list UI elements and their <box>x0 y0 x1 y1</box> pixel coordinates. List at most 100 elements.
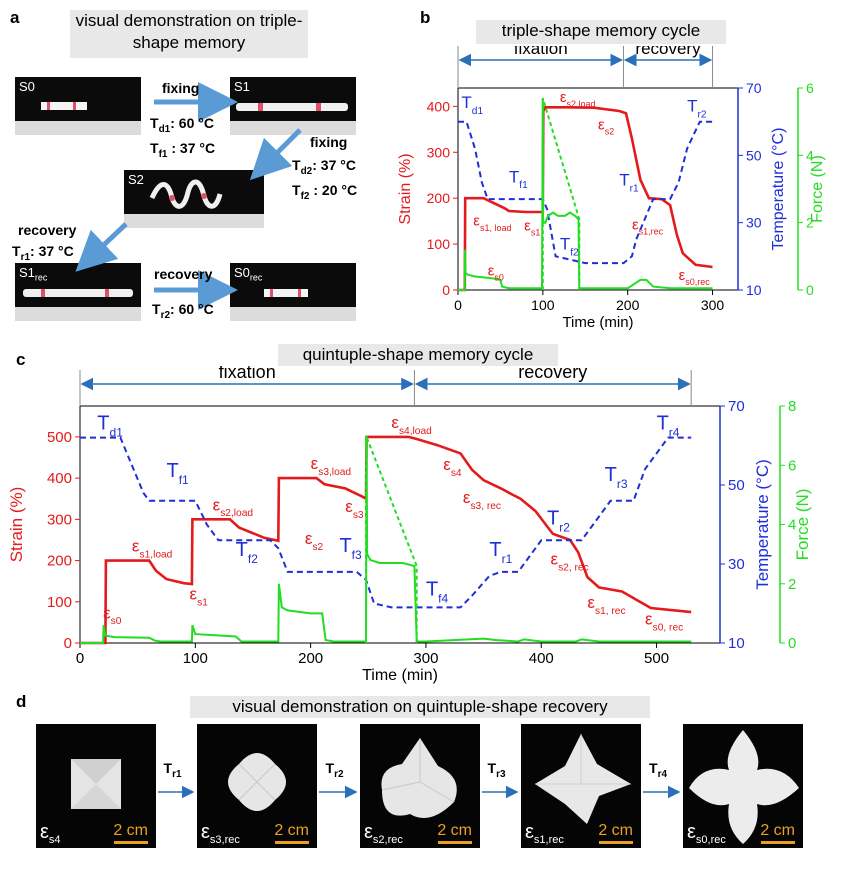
label-es4load: εs4,load <box>391 413 432 437</box>
strain-state-label: εs0,rec <box>687 821 726 846</box>
label-tf2: Tf2 <box>236 539 259 566</box>
panel-d-title: visual demonstration on quintuple-shape … <box>190 696 650 718</box>
label-es1rec: εs1, rec <box>587 593 625 617</box>
force-tick-label: 6 <box>788 457 796 474</box>
recovery-step-arrow <box>482 785 519 799</box>
photo-s0rec: S0rec <box>230 263 356 321</box>
y-axis-label-temperature: Temperature (°C) <box>753 459 772 590</box>
x-tick-label: 0 <box>76 650 84 667</box>
step-recovery1: recovery <box>18 222 77 238</box>
recovery-photo: εs0,rec 2 cm <box>683 724 803 848</box>
strain-state-label: εs3,rec <box>201 821 240 846</box>
y-tick-label: 300 <box>427 144 451 160</box>
series-temperature <box>80 436 692 609</box>
phase-label-recovery: recovery <box>518 366 587 382</box>
sample-shape <box>71 759 121 809</box>
temp-tick-label: 50 <box>728 477 745 494</box>
helix-sample <box>149 179 223 209</box>
scale-label: 2 cm <box>274 822 309 839</box>
force-tick-label: 0 <box>806 282 814 298</box>
x-tick-label: 400 <box>529 650 554 667</box>
label-es1: εs1 <box>524 217 540 237</box>
y-tick-label: 100 <box>47 594 72 611</box>
step-fixing1: fixing <box>162 80 200 96</box>
recovery-temp-label: Tr2 <box>325 760 344 780</box>
x-tick-label: 300 <box>701 297 725 313</box>
phase-label-recovery: recovery <box>635 46 701 58</box>
label-tf3: Tf3 <box>339 535 362 562</box>
recovery-step-arrow <box>158 785 195 799</box>
recovery-photo: εs2,rec 2 cm <box>360 724 480 848</box>
force-tick-label: 4 <box>806 147 814 163</box>
label-td1: Td1 <box>97 413 123 440</box>
label-tr2: Tr2 <box>687 97 707 121</box>
panel-a-arrows <box>75 82 302 310</box>
label-es3rec: εs3, rec <box>463 488 501 512</box>
temp-tick-label: 10 <box>746 282 762 298</box>
label-es3: εs3 <box>345 497 364 521</box>
x-tick-label: 100 <box>531 297 555 313</box>
series-strain <box>80 435 692 645</box>
y-axis-label-strain: Strain (%) <box>7 487 26 563</box>
label-es0: εs0 <box>103 603 122 627</box>
cond-recovery1: Tr1: 37 °C <box>12 243 74 263</box>
recovery-step-arrow <box>643 785 681 799</box>
force-tick-label: 6 <box>806 80 814 96</box>
ruler <box>230 121 356 135</box>
label-tr3: Tr3 <box>605 464 628 491</box>
cond-fixing1: Td1: 60 °C Tf1 : 37 °C <box>150 115 216 160</box>
label-tr1: Tr1 <box>489 539 512 566</box>
strain-state-label: εs4 <box>40 821 61 846</box>
force-tick-label: 2 <box>806 215 814 231</box>
label-tr4: Tr4 <box>657 413 680 440</box>
label-es2: εs2 <box>305 529 324 553</box>
step-recovery2: recovery <box>154 266 213 282</box>
ruler <box>230 307 356 321</box>
label-tf1: Tf1 <box>509 167 528 191</box>
panel-b-title: triple-shape memory cycle <box>476 20 726 44</box>
force-tick-label: 0 <box>788 635 796 652</box>
label-es0rec: εs0,rec <box>679 267 711 287</box>
label-tf1: Tf1 <box>166 460 189 487</box>
label-es1: εs1 <box>190 585 209 609</box>
label-es2load: εs2,load <box>213 495 254 519</box>
photo-label: S2 <box>128 172 144 187</box>
y-tick-label: 400 <box>47 470 72 487</box>
arrow-fixing2 <box>249 128 302 181</box>
scale-bar: 2 cm <box>598 822 633 844</box>
x-tick-label: 0 <box>454 297 462 313</box>
force-tick-label: 4 <box>788 517 796 534</box>
label-tr2: Tr2 <box>547 508 570 535</box>
label-es2load: εs2,load <box>560 89 596 109</box>
recovery-photo: εs3,rec 2 cm <box>197 724 317 848</box>
scale-bar: 2 cm <box>113 822 148 844</box>
y-axis-label-force: Force (N) <box>809 155 826 223</box>
label-es3load: εs3,load <box>311 454 352 478</box>
label-es2rec: εs2, rec <box>550 550 588 574</box>
phase-label-fixation: fixation <box>219 366 276 382</box>
temp-tick-label: 30 <box>728 556 745 573</box>
recovery-temp-label: Tr1 <box>163 760 182 780</box>
phase-label-fixation: fixation <box>514 46 568 58</box>
series-force <box>458 98 713 291</box>
y-tick-label: 200 <box>47 553 72 570</box>
scale-label: 2 cm <box>113 822 148 839</box>
x-tick-label: 100 <box>183 650 208 667</box>
panel-d-label: d <box>16 692 27 711</box>
series-force-dashed- <box>365 435 418 643</box>
ruler <box>124 214 264 228</box>
y-axis-label-force: Force (N) <box>793 489 812 561</box>
label-tf4: Tf4 <box>426 579 449 606</box>
step-fixing2: fixing <box>310 134 348 150</box>
label-tf2: Tf2 <box>560 235 579 259</box>
x-axis-label: Time (min) <box>362 667 438 684</box>
recovery-step-arrow <box>319 785 358 799</box>
scale-bar: 2 cm <box>760 822 795 844</box>
y-tick-label: 300 <box>47 511 72 528</box>
x-tick-label: 200 <box>616 297 640 313</box>
label-tr1: Tr1 <box>619 171 639 195</box>
photo-s1rec: S1rec <box>15 263 141 321</box>
x-tick-label: 500 <box>644 650 669 667</box>
